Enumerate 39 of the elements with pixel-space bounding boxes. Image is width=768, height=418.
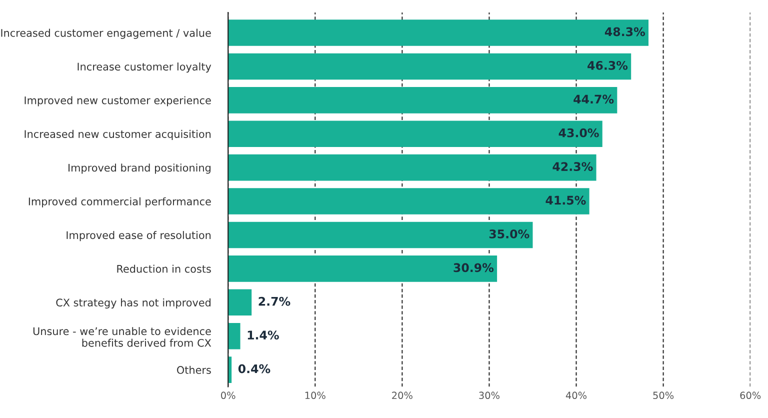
x-tick-label: 10% <box>305 392 326 400</box>
y-tick-label: CX strategy has not improved <box>56 298 210 309</box>
y-tick-label: Improved commercial performance <box>28 197 211 208</box>
bar <box>228 154 596 181</box>
x-tick-label: 50% <box>653 392 674 400</box>
y-tick-label: Reduction in costs <box>117 264 211 273</box>
x-tick-label: 30% <box>479 392 500 400</box>
data-label: 2.7% <box>258 296 290 306</box>
y-tick-label: Increased new customer acquisition <box>24 130 211 140</box>
data-label: 35.0% <box>489 229 530 238</box>
y-tick-label: Unsure - we’re unable to evidence benefits derived from CX <box>33 327 212 347</box>
bar <box>228 120 602 148</box>
data-label: 43.0% <box>558 128 599 138</box>
bar <box>228 256 498 282</box>
data-label: 1.4% <box>248 330 279 340</box>
data-label: 30.9% <box>454 263 494 272</box>
x-tick-label: 40% <box>566 392 587 400</box>
bar <box>228 87 618 114</box>
bar <box>228 222 533 248</box>
y-tick-label: Increase customer loyalty <box>78 62 212 73</box>
data-label: 46.3% <box>588 60 628 70</box>
data-label: 42.3% <box>552 162 593 171</box>
bar <box>228 20 648 46</box>
x-tick-label: 20% <box>392 392 412 400</box>
data-label: 0.4% <box>238 364 270 374</box>
y-tick-label: Improved ease of resolution <box>66 231 211 242</box>
bar <box>228 53 632 80</box>
y-tick-label: Others <box>177 366 211 374</box>
x-tick-label: 60% <box>740 392 761 400</box>
data-label: 41.5% <box>546 196 586 205</box>
y-tick-label: Improved brand positioning <box>68 164 210 174</box>
bar <box>228 188 590 214</box>
x-tick-label: 0% <box>221 392 236 400</box>
y-tick-label: Improved new customer experience <box>24 96 211 106</box>
data-label: 48.3% <box>604 27 645 36</box>
bar <box>228 322 240 350</box>
data-label: 44.7% <box>574 94 614 104</box>
y-tick-label: Increased customer engagement / value <box>1 28 211 39</box>
bar <box>228 289 252 316</box>
